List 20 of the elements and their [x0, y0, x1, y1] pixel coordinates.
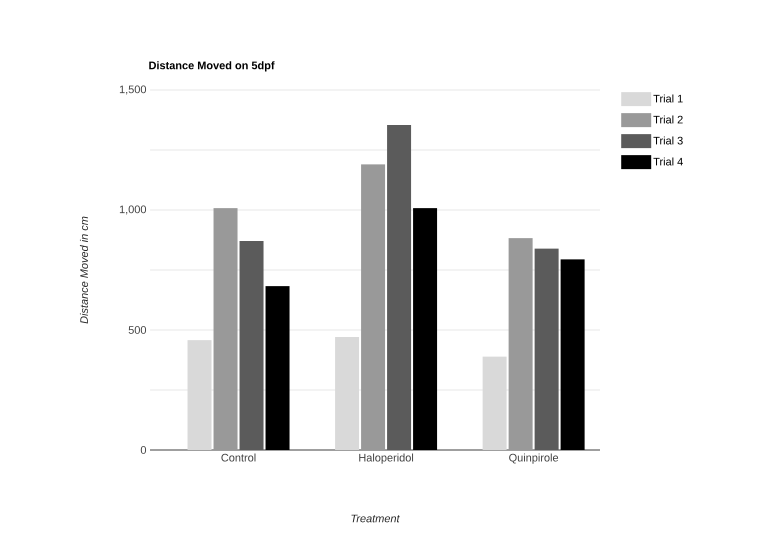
bar — [508, 238, 533, 450]
y-tick-label: 0 — [140, 446, 146, 454]
chart-title: Distance Moved on 5dpf — [149, 61, 275, 72]
x-axis-title: Treatment — [351, 514, 400, 522]
legend-label: Trial 1 — [653, 94, 683, 103]
legend-label: Trial 4 — [653, 157, 683, 166]
bar — [413, 208, 438, 450]
x-tick-label: Haloperidol — [359, 454, 414, 464]
legend-label: Trial 2 — [653, 115, 683, 124]
legend-label: Trial 3 — [653, 136, 683, 145]
y-axis-title: Distance Moved in cm — [80, 216, 88, 324]
bar — [214, 208, 238, 450]
bar — [266, 286, 290, 450]
bar — [560, 259, 585, 450]
bar — [361, 164, 386, 450]
y-tick-label: 1,500 — [120, 85, 146, 95]
y-tick-label: 1,000 — [120, 205, 146, 215]
y-tick-label: 500 — [128, 326, 146, 334]
x-tick-label: Control — [221, 454, 256, 462]
x-tick-label: Quinpirole — [509, 454, 558, 464]
